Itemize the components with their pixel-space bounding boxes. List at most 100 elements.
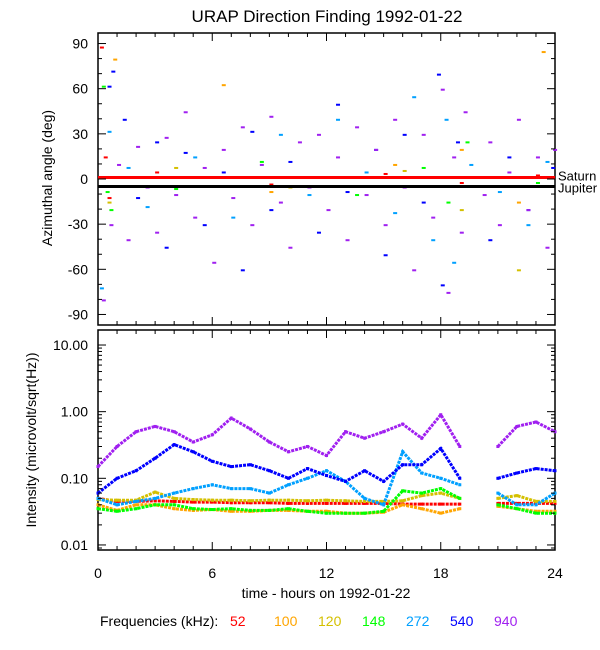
azimuth-y-tick-label: 60 (72, 81, 88, 97)
intensity-point-148 (248, 508, 252, 512)
azimuth-point-940 (193, 216, 198, 219)
azimuth-y-tick-label: 90 (72, 36, 88, 52)
intensity-point-52 (229, 501, 233, 505)
azimuth-point-52 (535, 174, 540, 177)
intensity-point-100 (553, 509, 557, 513)
legend-entry-100: 100 (274, 613, 298, 629)
azimuth-point-100 (221, 84, 226, 87)
intensity-point-540 (248, 463, 252, 467)
azimuth-y-tick-label: -30 (68, 216, 88, 232)
intensity-point-148 (363, 511, 367, 515)
intensity-point-540 (401, 463, 405, 467)
intensity-point-940 (172, 430, 176, 434)
azimuth-point-148 (259, 160, 264, 163)
intensity-point-148 (439, 487, 443, 491)
intensity-point-52 (286, 501, 290, 505)
azimuth-point-940 (326, 209, 331, 212)
azimuth-point-148 (355, 194, 360, 197)
intensity-point-272 (248, 487, 252, 491)
azimuth-point-272 (336, 118, 341, 121)
legend-entry-940: 940 (494, 613, 518, 629)
azimuth-point-940 (155, 231, 160, 234)
azimuth-point-940 (364, 194, 369, 197)
azimuth-point-540 (269, 209, 274, 212)
azimuth-point-52 (269, 183, 274, 186)
intensity-point-940 (134, 430, 138, 434)
intensity-point-540 (210, 459, 214, 463)
azimuth-point-940 (126, 239, 131, 242)
intensity-point-540 (115, 476, 119, 480)
intensity-point-52 (363, 501, 367, 505)
reference-label-saturn: Saturn (558, 168, 596, 183)
intensity-point-148 (458, 496, 462, 500)
azimuth-point-148 (535, 182, 540, 185)
intensity-plot-frame (97, 329, 556, 551)
intensity-point-120 (286, 498, 290, 502)
azimuth-point-940 (553, 148, 558, 151)
azimuth-point-272 (526, 224, 531, 227)
intensity-point-52 (553, 501, 557, 505)
azimuth-point-148 (465, 141, 470, 144)
azimuth-point-940 (183, 111, 188, 114)
intensity-point-540 (553, 469, 557, 473)
intensity-point-148 (96, 507, 100, 511)
azimuth-point-148 (101, 85, 106, 88)
azimuth-point-940 (440, 88, 445, 91)
azimuth-point-940 (202, 166, 207, 169)
intensity-point-148 (267, 508, 271, 512)
azimuth-point-540 (336, 103, 341, 106)
intensity-point-120 (553, 499, 557, 503)
azimuth-y-tick-label: 30 (72, 126, 88, 142)
intensity-point-272 (153, 496, 157, 500)
intensity-point-120 (229, 498, 233, 502)
azimuth-point-940 (231, 197, 236, 200)
intensity-point-940 (229, 416, 233, 420)
azimuth-point-940 (482, 194, 487, 197)
intensity-point-272 (420, 471, 424, 475)
intensity-point-940 (439, 413, 443, 417)
reference-label-jupiter: Jupiter (558, 181, 598, 196)
intensity-point-100 (534, 509, 538, 513)
intensity-point-540 (515, 471, 519, 475)
azimuth-point-940 (383, 224, 388, 227)
x-axis-label: time - hours on 1992-01-22 (242, 585, 411, 601)
azimuth-point-540 (288, 160, 293, 163)
intensity-point-52 (210, 500, 214, 504)
azimuth-point-540 (107, 85, 112, 88)
intensity-point-52 (305, 501, 309, 505)
azimuth-point-52 (383, 172, 388, 175)
intensity-point-272 (229, 487, 233, 491)
azimuth-point-120 (174, 166, 179, 169)
azimuth-point-120 (402, 169, 407, 172)
azimuth-point-540 (551, 166, 556, 169)
azimuth-point-272 (278, 133, 283, 136)
azimuth-point-148 (105, 191, 110, 194)
intensity-y-tick-label: 0.10 (61, 470, 88, 486)
azimuth-point-272 (431, 239, 436, 242)
intensity-point-148 (134, 507, 138, 511)
intensity-point-540 (172, 443, 176, 447)
intensity-point-272 (305, 476, 309, 480)
azimuth-point-272 (364, 171, 369, 174)
intensity-point-52 (344, 501, 348, 505)
intensity-point-540 (153, 456, 157, 460)
intensity-point-940 (267, 440, 271, 444)
intensity-point-100 (286, 508, 290, 512)
intensity-point-940 (458, 445, 462, 449)
intensity-point-940 (534, 420, 538, 424)
intensity-point-100 (191, 508, 195, 512)
intensity-point-148 (115, 509, 119, 513)
intensity-point-120 (248, 499, 252, 503)
azimuth-point-272 (444, 118, 449, 121)
intensity-point-272 (363, 496, 367, 500)
intensity-point-120 (439, 491, 443, 495)
intensity-point-272 (134, 499, 138, 503)
intensity-point-148 (191, 507, 195, 511)
azimuth-point-540 (507, 156, 512, 159)
azimuth-point-940 (412, 269, 417, 272)
intensity-point-148 (153, 503, 157, 507)
intensity-point-148 (382, 509, 386, 513)
intensity-line-52 (97, 496, 555, 506)
intensity-panel: 10.00 1.00 0.10 0.01 0 6 12 18 24 (53, 329, 563, 581)
